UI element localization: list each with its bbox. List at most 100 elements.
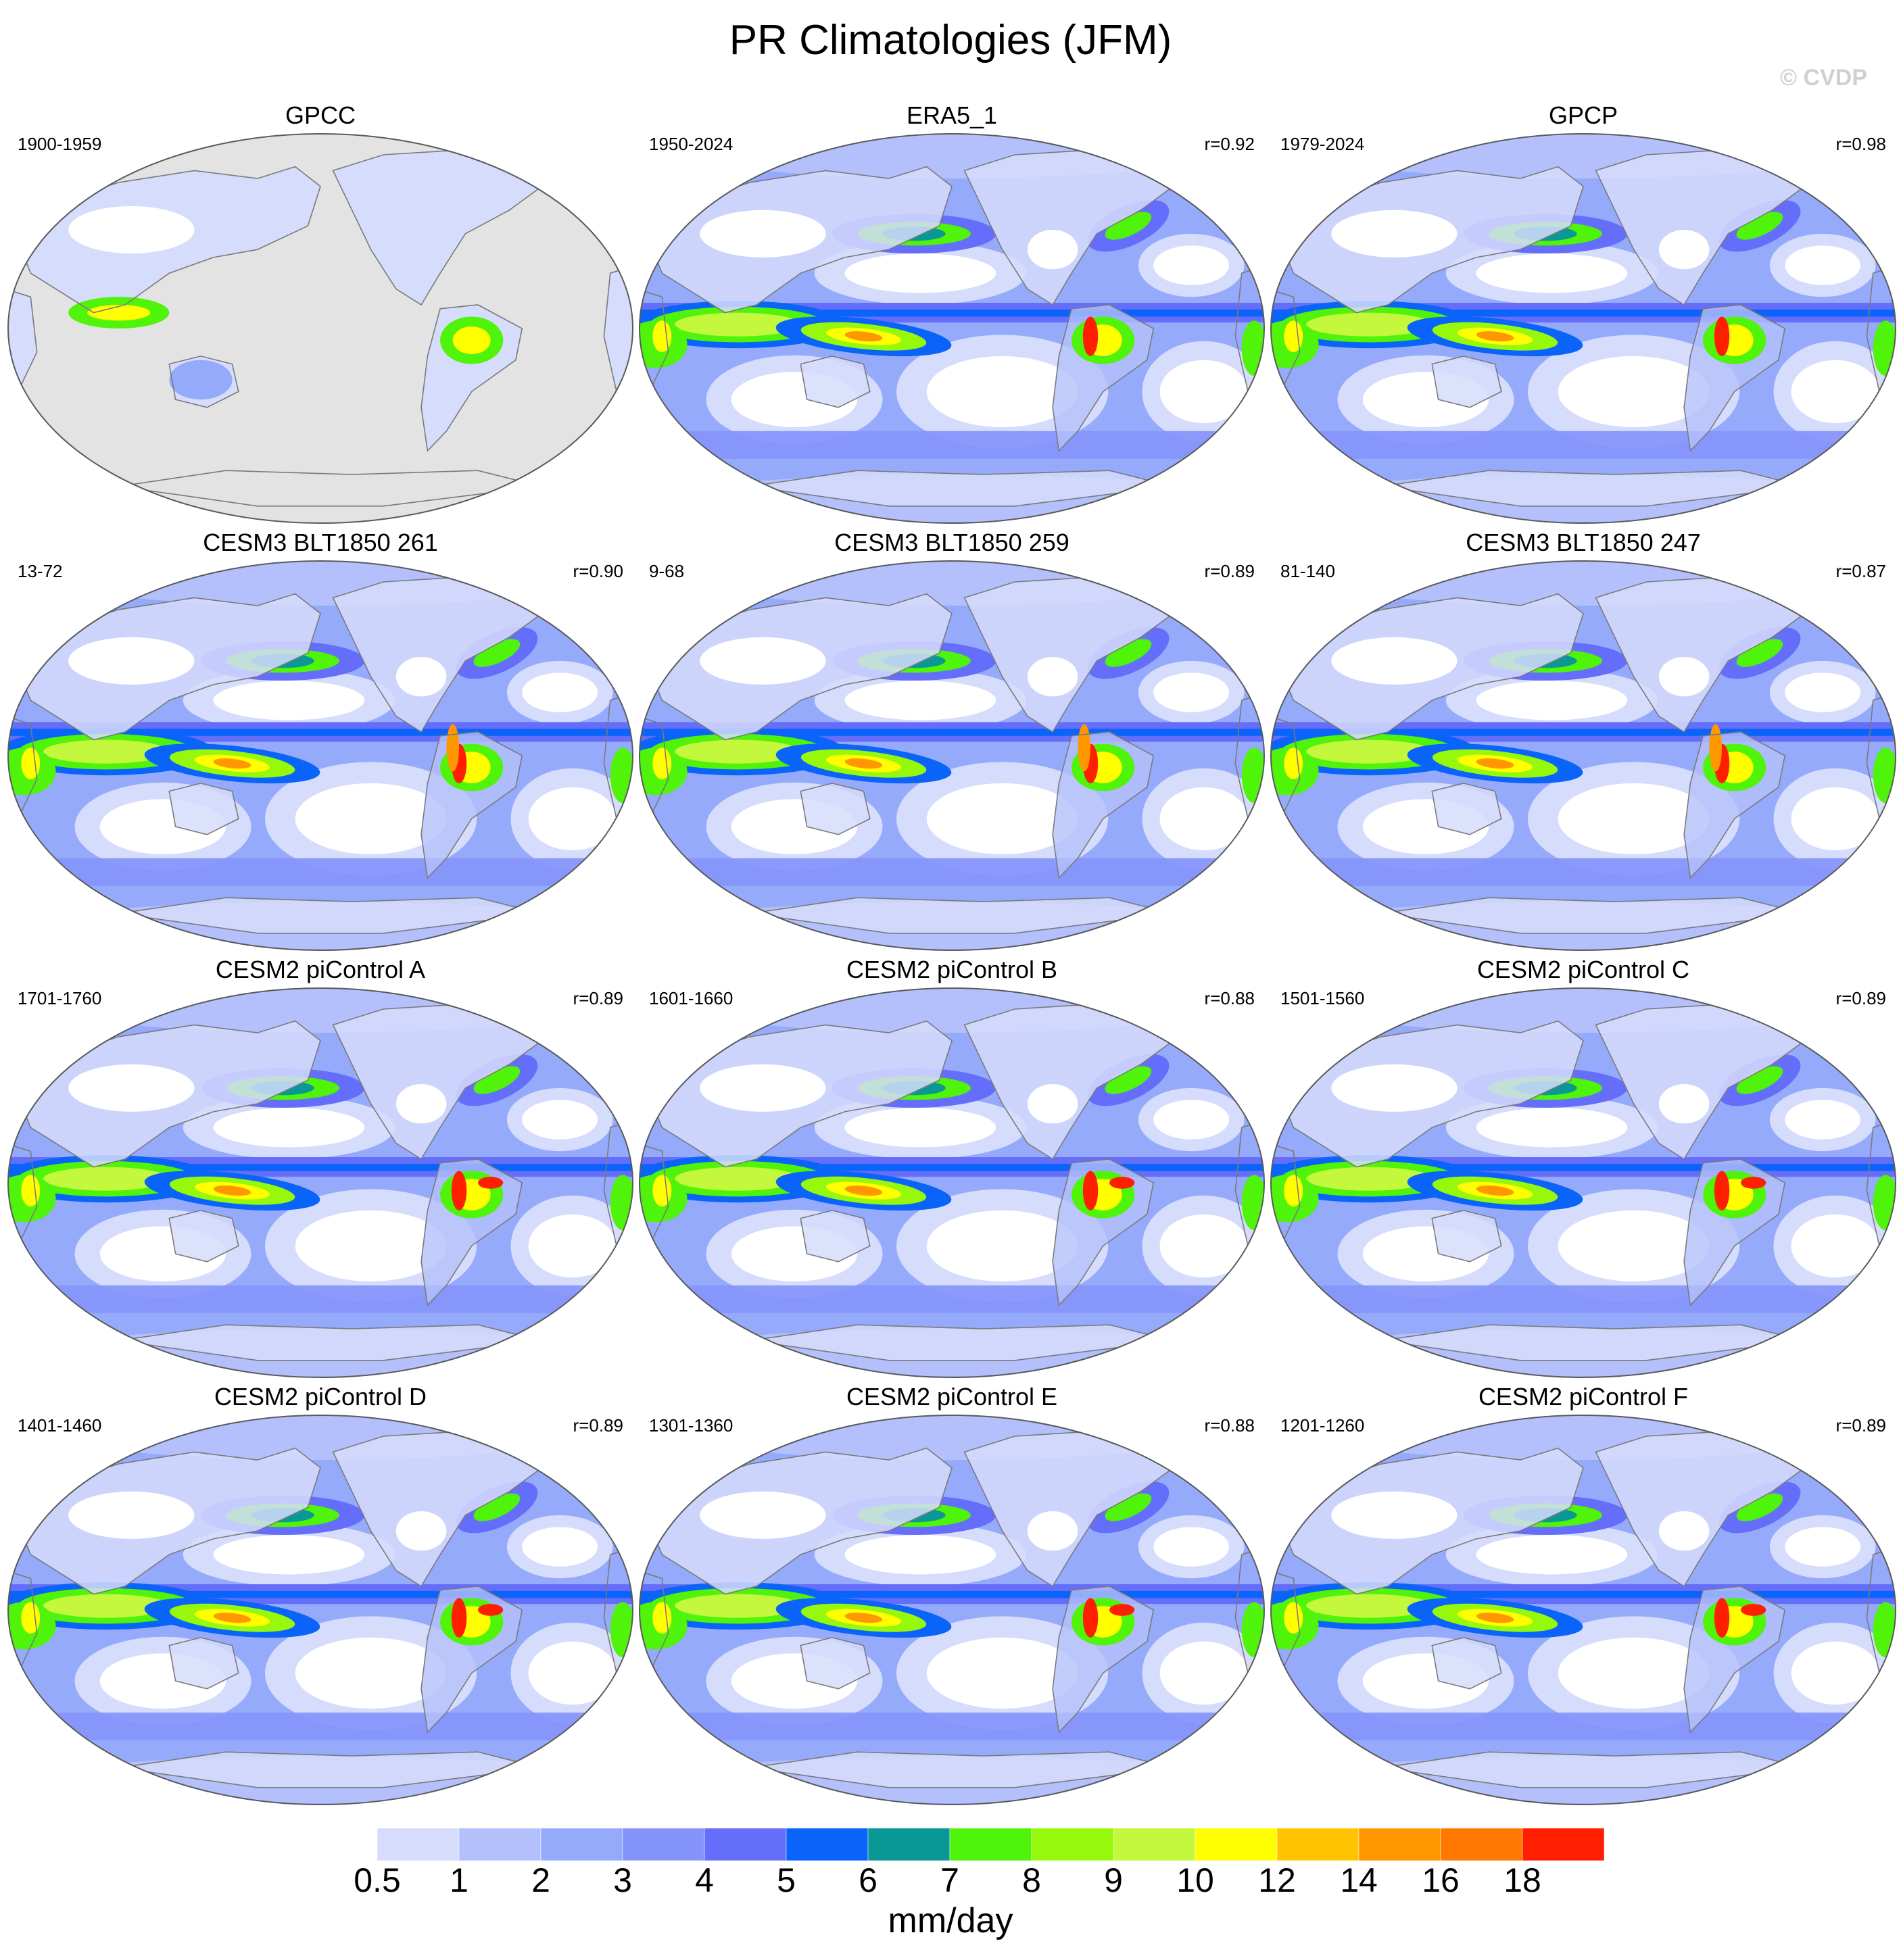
- panel-period: 1900-1959: [18, 134, 102, 154]
- coastline-australia: [1431, 1637, 1502, 1690]
- map-panel: CESM3 BLT1850 261 13-72 r=0.90: [5, 527, 635, 953]
- map-border: [7, 1415, 633, 1805]
- colorbar-box: [867, 1828, 950, 1861]
- pattern-correlation: r=0.89: [573, 1415, 623, 1436]
- panel-period: 9-68: [649, 561, 685, 581]
- coastline-australia: [800, 1210, 871, 1263]
- map-border: [7, 133, 633, 524]
- colorbar-units: mm/day: [888, 1901, 1013, 1940]
- map-panel: CESM2 piControl E 1301-1360 r=0.88: [637, 1381, 1267, 1807]
- panel-period: 1201-1260: [1280, 1415, 1365, 1436]
- robinson-map: [639, 560, 1265, 951]
- coastline-australia: [1431, 1210, 1502, 1263]
- coastline-africaW: [640, 715, 669, 820]
- colorbar-tick-label: 4: [695, 1861, 714, 1899]
- colorbar-box: [377, 1828, 460, 1861]
- map-border: [1270, 560, 1896, 951]
- colorbar-box: [295, 1828, 378, 1861]
- coastline-samerica: [1683, 1586, 1786, 1734]
- robinson-map: [7, 560, 633, 951]
- coastline-antarctica: [750, 1324, 1173, 1361]
- colorbar-box: [1440, 1828, 1523, 1861]
- colorbar-tick-label: 6: [859, 1861, 877, 1899]
- map-border: [1270, 133, 1896, 524]
- map-panel: CESM2 piControl D 1401-1460 r=0.89: [5, 1381, 635, 1807]
- robinson-map: [639, 987, 1265, 1378]
- map-panel: CESM2 piControl C 1501-1560 r=0.89: [1268, 954, 1898, 1380]
- robinson-map: [1270, 560, 1896, 951]
- robinson-map: [7, 1415, 633, 1805]
- coastline-antarctica: [1381, 470, 1804, 507]
- robinson-map: [1270, 987, 1896, 1378]
- coastline-africaW: [1271, 1142, 1301, 1247]
- colorbar-box: [540, 1828, 623, 1861]
- pattern-correlation: r=0.98: [1835, 134, 1886, 154]
- map-border: [639, 1415, 1265, 1805]
- colorbar-box: [622, 1828, 705, 1861]
- colorbar-box: [1358, 1828, 1441, 1861]
- coastline-samerica: [420, 1158, 523, 1306]
- map-border: [639, 560, 1265, 951]
- map-panel: ERA5_1 1950-2024 r=0.92: [637, 100, 1267, 526]
- coastline-eurasia: [17, 166, 321, 314]
- coastline-africaW: [1271, 1569, 1301, 1674]
- panel-title: CESM3 BLT1850 247: [1466, 529, 1701, 556]
- pattern-correlation: r=0.88: [1204, 1415, 1255, 1436]
- colorbar-box: [1113, 1828, 1196, 1861]
- coastline-samerica: [1052, 304, 1155, 452]
- coastline-samerica: [1683, 731, 1786, 879]
- map-panel: CESM3 BLT1850 247 81-140 r=0.87: [1268, 527, 1898, 953]
- cvdp-watermark: © CVDP: [1780, 65, 1867, 91]
- coastline-eurasia: [17, 593, 321, 741]
- colorbar-tick-label: 7: [940, 1861, 959, 1899]
- colorbar-tick-label: 18: [1503, 1861, 1541, 1899]
- coastline-australia: [800, 1637, 871, 1690]
- colorbar: [295, 1828, 1604, 1861]
- colorbar-labels: 0.5 1 2 3 4 5 6 7 8 9 10 12 14 16 18: [295, 1860, 1604, 1901]
- map-border: [7, 987, 633, 1378]
- robinson-map: [639, 1415, 1265, 1805]
- coastline-africaW: [8, 288, 38, 393]
- coastline-eurasia: [648, 593, 953, 741]
- robinson-map: [1270, 133, 1896, 524]
- map-panel: GPCP 1979-2024 r=0.98: [1268, 100, 1898, 526]
- colorbar-tick-label: 14: [1340, 1861, 1378, 1899]
- panel-period: 1301-1360: [649, 1415, 733, 1436]
- coastline-eurasia: [648, 1020, 953, 1168]
- colorbar-box: [949, 1828, 1032, 1861]
- coastline-africaW: [8, 715, 38, 820]
- coastline-antarctica: [750, 897, 1173, 934]
- coastline-eurasia: [1280, 593, 1584, 741]
- coastline-samerica: [1683, 1158, 1786, 1306]
- colorbar-tick-label: 1: [450, 1861, 468, 1899]
- pattern-correlation: r=0.89: [573, 988, 623, 1008]
- panel-title: CESM3 BLT1850 261: [203, 529, 438, 556]
- coastline-antarctica: [1381, 1324, 1804, 1361]
- coastline-australia: [168, 356, 239, 408]
- robinson-map: [7, 987, 633, 1378]
- coastline-antarctica: [118, 1751, 542, 1788]
- pattern-correlation: r=0.89: [1204, 561, 1255, 581]
- precip-field: [8, 561, 633, 950]
- pattern-correlation: r=0.92: [1204, 134, 1255, 154]
- colorbar-box: [458, 1828, 542, 1861]
- precip-field: [640, 988, 1264, 1377]
- panel-period: 1950-2024: [649, 134, 733, 154]
- robinson-map: [639, 133, 1265, 524]
- coastline-samerica: [420, 731, 523, 879]
- panel-period: 81-140: [1280, 561, 1335, 581]
- robinson-map: [1270, 1415, 1896, 1805]
- coastline-samerica: [420, 304, 523, 452]
- coastline-africaW: [8, 1569, 38, 1674]
- colorbar-box: [704, 1828, 787, 1861]
- coastline-antarctica: [750, 1751, 1173, 1788]
- precip-field: [1271, 134, 1896, 523]
- coastline-eurasia: [648, 1447, 953, 1595]
- coastline-africaW: [1271, 288, 1301, 393]
- map-border: [1270, 987, 1896, 1378]
- coastline-samerica: [1052, 1158, 1155, 1306]
- panel-title: CESM2 piControl D: [214, 1383, 427, 1411]
- coastline-australia: [1431, 783, 1502, 835]
- map-panel: CESM2 piControl A 1701-1760 r=0.89: [5, 954, 635, 1380]
